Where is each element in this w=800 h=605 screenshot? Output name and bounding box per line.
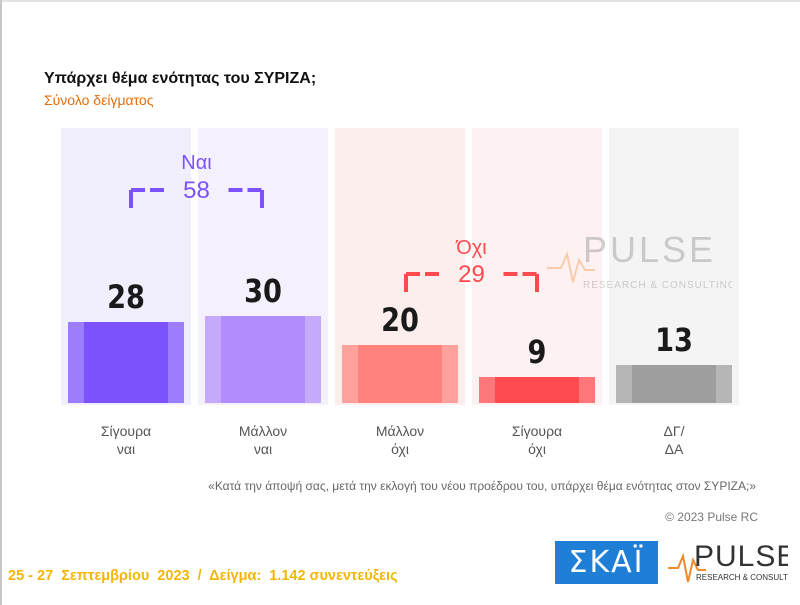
survey-footer: 25 - 27 Σεπτεμβρίου 2023 / Δείγμα: 1.142…	[8, 568, 398, 584]
bar-core	[632, 365, 716, 403]
category-label-line: ΔΓ/	[663, 423, 685, 439]
pulse-watermark: PULSE RESEARCH & CONSULTING	[547, 230, 732, 291]
group-value: 58	[183, 177, 210, 204]
bar	[205, 316, 321, 403]
left-border	[0, 0, 2, 605]
column-background	[609, 128, 739, 405]
bar	[616, 365, 732, 403]
bar	[68, 321, 184, 403]
watermark-tagline: RESEARCH & CONSULTING	[583, 280, 732, 291]
bar-core	[84, 321, 168, 403]
category-label-line: Μάλλον	[375, 423, 425, 439]
data-label: 13	[655, 321, 693, 360]
chart-subtitle: Σύνολο δείγματος	[44, 92, 154, 108]
bar	[479, 376, 595, 403]
category-label-line: ναι	[253, 441, 273, 457]
category-label-line: Μάλλον	[238, 423, 288, 439]
skai-logo: ΣΚΑΪ	[555, 541, 658, 584]
copyright: © 2023 Pulse RC	[665, 510, 758, 524]
category-label-line: Σίγουρα	[100, 423, 152, 439]
pulse-logo-name: PULSE	[694, 540, 788, 573]
pulse-logo-tagline: RESEARCH & CONSULTING	[696, 573, 788, 582]
category-label-line: Σίγουρα	[511, 423, 563, 439]
chart-title: Υπάρχει θέμα ενότητας του ΣΥΡΙΖΑ;	[44, 70, 317, 87]
bar-core	[358, 345, 442, 403]
category-label: Μάλλον όχι	[340, 422, 460, 458]
category-label: Σίγουρα ναι	[66, 422, 186, 458]
category-label-line: όχι	[528, 441, 546, 457]
data-label: 30	[244, 272, 282, 310]
group-label: Όχι	[456, 237, 487, 259]
category-label-line: όχι	[391, 441, 409, 457]
data-label: 20	[381, 301, 419, 339]
top-border	[0, 0, 800, 2]
category-label: ΔΓ/ΔΑ	[614, 422, 734, 458]
bar-core	[495, 376, 579, 403]
data-label: 28	[107, 277, 145, 316]
group-bracket	[404, 272, 539, 292]
category-label-line: ΔΑ	[664, 441, 684, 457]
category-label-line: ναι	[116, 441, 136, 457]
category-label: Σίγουρα όχι	[477, 422, 597, 458]
question-text: «Κατά την άποψή σας, μετά την εκλογή του…	[208, 479, 756, 493]
column-background	[472, 128, 602, 405]
group-value: 29	[458, 261, 485, 288]
watermark-name: PULSE	[583, 230, 716, 270]
bar	[342, 345, 458, 403]
group-bracket	[129, 188, 264, 208]
pulse-logo: PULSE RESEARCH & CONSULTING	[668, 540, 788, 583]
category-label: Μάλλον ναι	[203, 422, 323, 458]
data-label: 9	[527, 332, 547, 371]
bar-core	[221, 316, 305, 403]
group-label: Ναι	[181, 152, 212, 174]
